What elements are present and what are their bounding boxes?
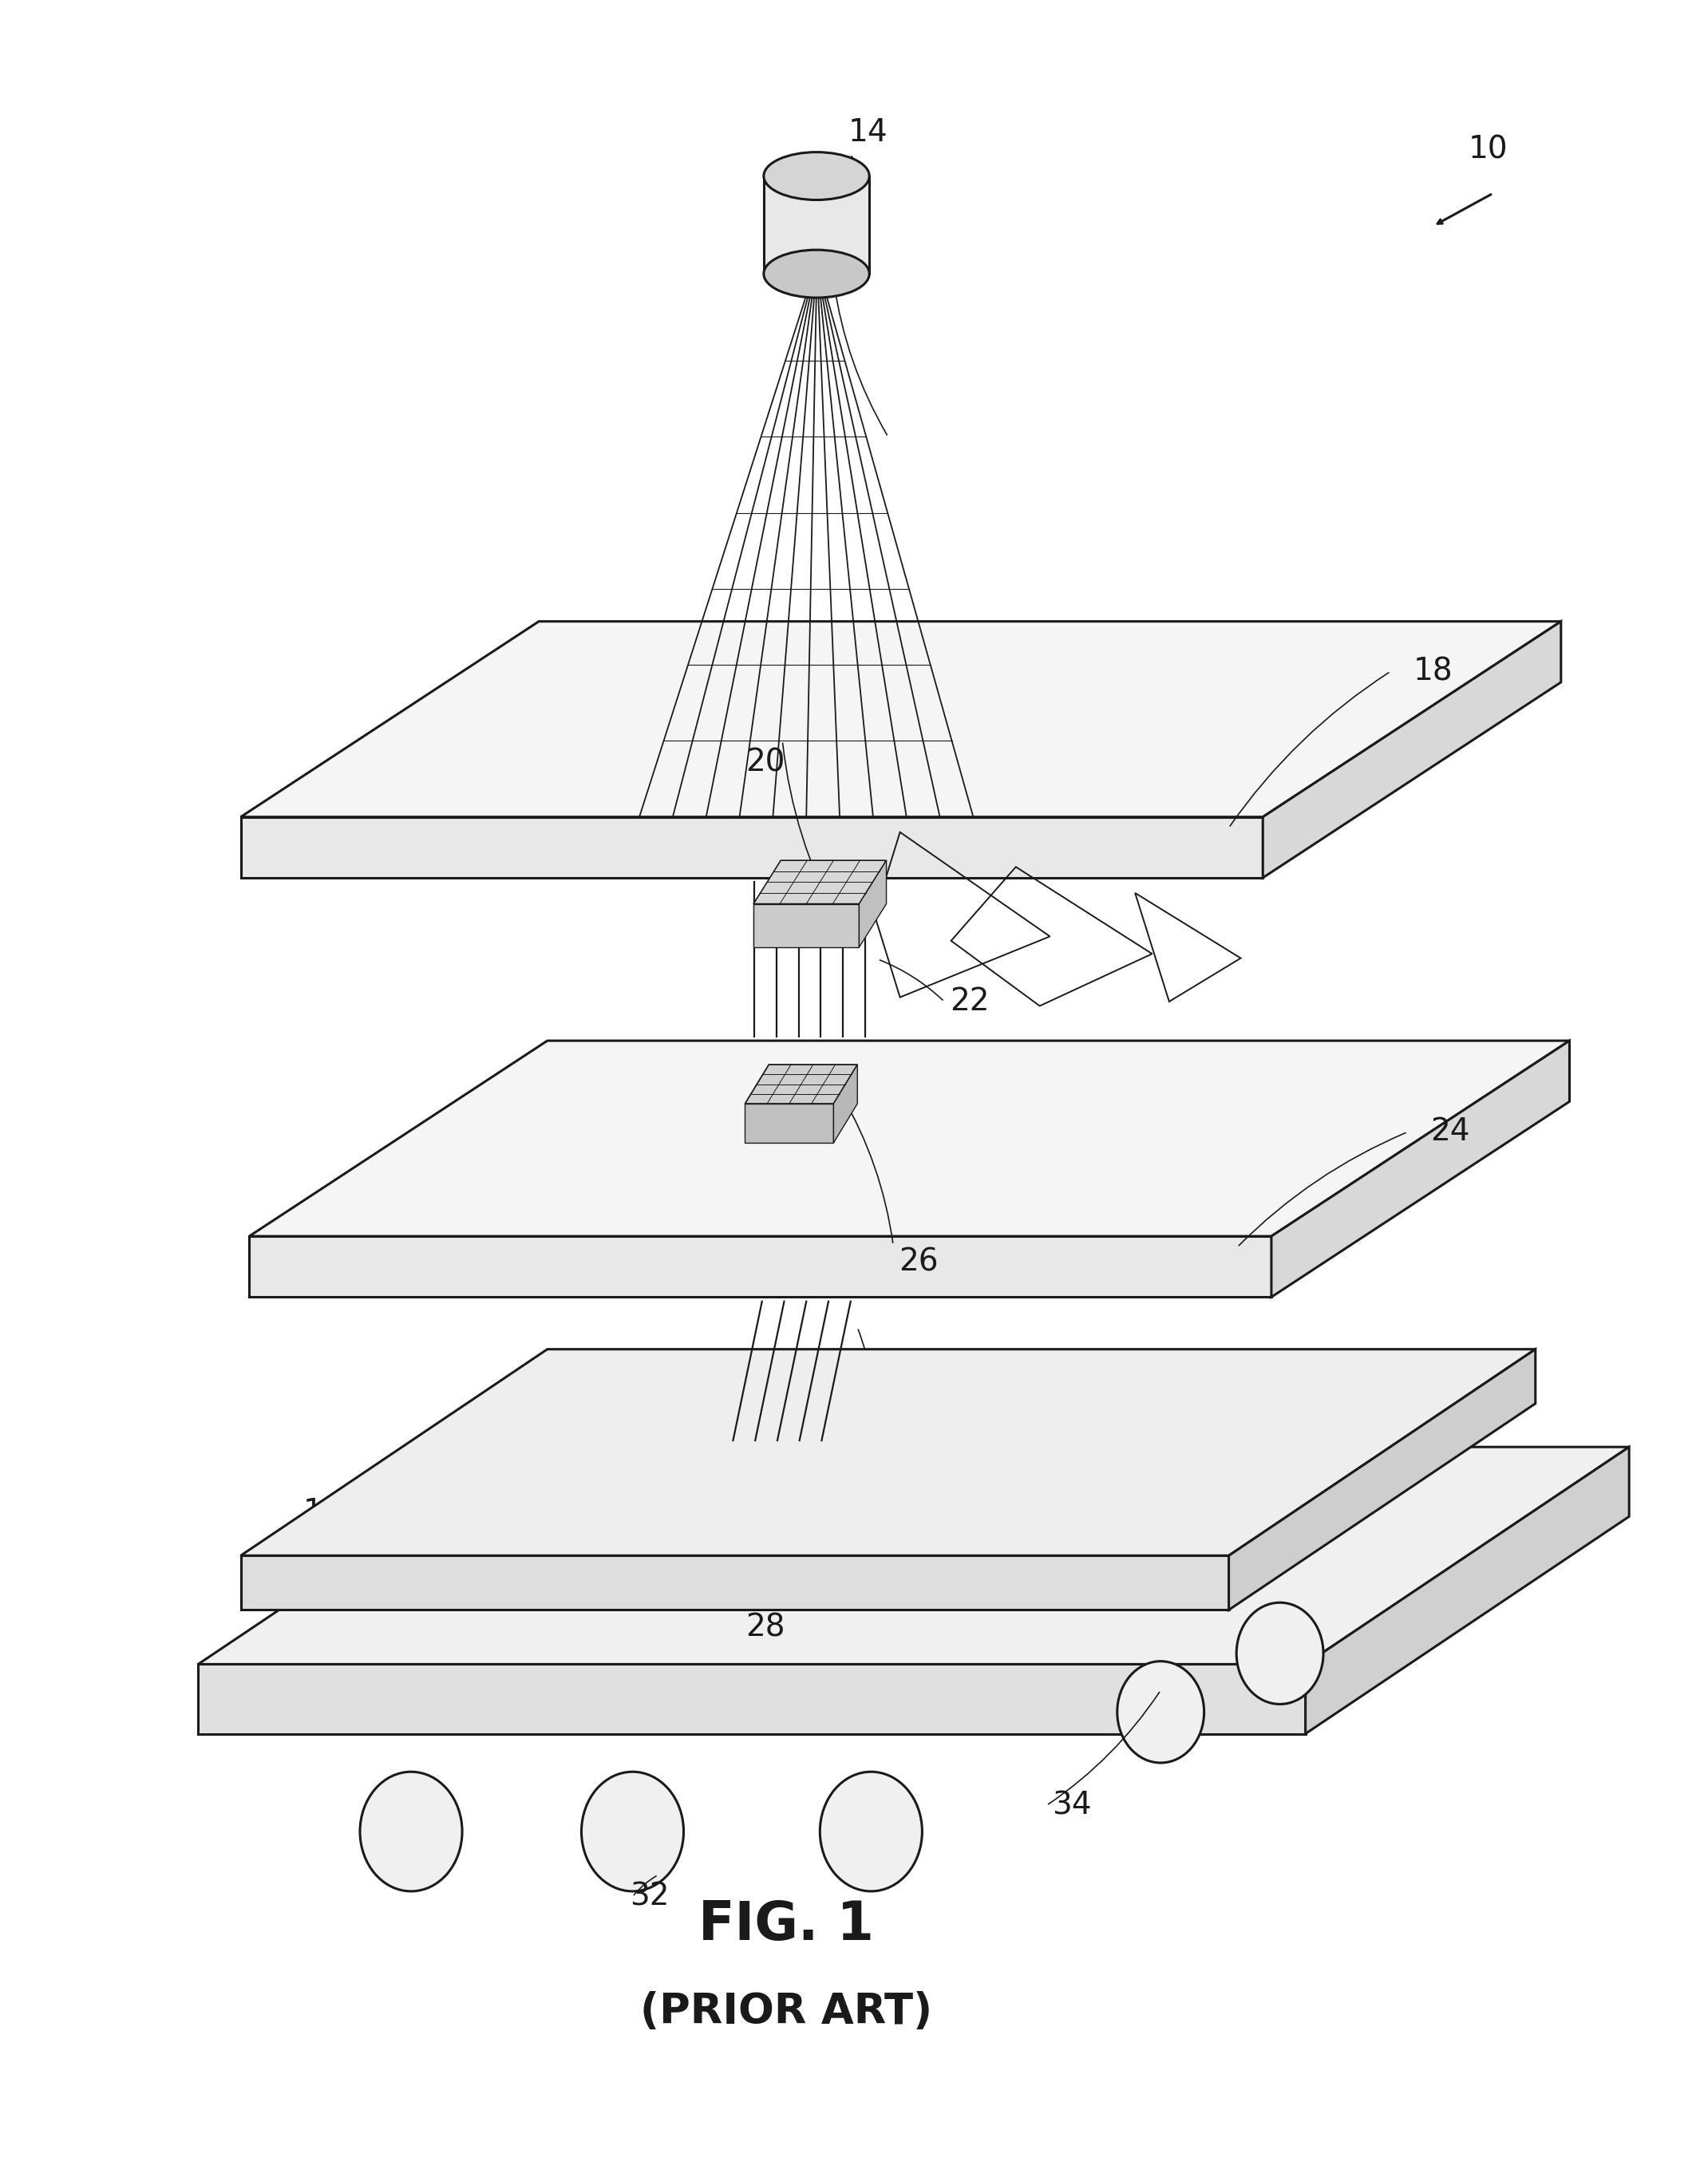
Text: 18: 18 <box>1414 655 1454 686</box>
Polygon shape <box>241 816 1262 877</box>
Text: 28: 28 <box>746 1613 786 1641</box>
Text: 32: 32 <box>630 1881 670 1911</box>
Polygon shape <box>241 620 1561 816</box>
Ellipse shape <box>763 152 869 200</box>
Polygon shape <box>745 1104 834 1143</box>
Text: 26: 26 <box>898 1247 938 1278</box>
Ellipse shape <box>820 1772 922 1892</box>
Polygon shape <box>241 1557 1228 1611</box>
Ellipse shape <box>1237 1602 1324 1705</box>
Text: 16: 16 <box>779 266 820 296</box>
Text: 30: 30 <box>871 1411 912 1441</box>
Polygon shape <box>753 860 886 903</box>
Text: FIG. 1: FIG. 1 <box>699 1898 874 1951</box>
Polygon shape <box>241 1350 1535 1557</box>
Polygon shape <box>1271 1041 1570 1297</box>
Ellipse shape <box>763 250 869 298</box>
Polygon shape <box>249 1237 1271 1297</box>
Text: 14: 14 <box>847 118 888 148</box>
Text: (PRIOR ART): (PRIOR ART) <box>640 1992 933 2033</box>
Polygon shape <box>249 1041 1570 1237</box>
Polygon shape <box>745 1065 857 1104</box>
Ellipse shape <box>1117 1661 1204 1763</box>
Polygon shape <box>763 176 869 274</box>
Polygon shape <box>198 1448 1629 1663</box>
Polygon shape <box>834 1065 857 1143</box>
Text: 10: 10 <box>1467 135 1508 165</box>
Ellipse shape <box>360 1772 463 1892</box>
Ellipse shape <box>581 1772 683 1892</box>
Polygon shape <box>1262 620 1561 877</box>
Text: 20: 20 <box>746 747 786 777</box>
Polygon shape <box>753 903 859 947</box>
Polygon shape <box>1305 1448 1629 1733</box>
Polygon shape <box>198 1663 1305 1733</box>
Text: 34: 34 <box>1052 1789 1091 1820</box>
Text: 24: 24 <box>1431 1117 1471 1147</box>
Text: 12: 12 <box>302 1498 342 1528</box>
Polygon shape <box>859 860 886 947</box>
Text: 22: 22 <box>950 986 989 1017</box>
Polygon shape <box>1228 1350 1535 1611</box>
